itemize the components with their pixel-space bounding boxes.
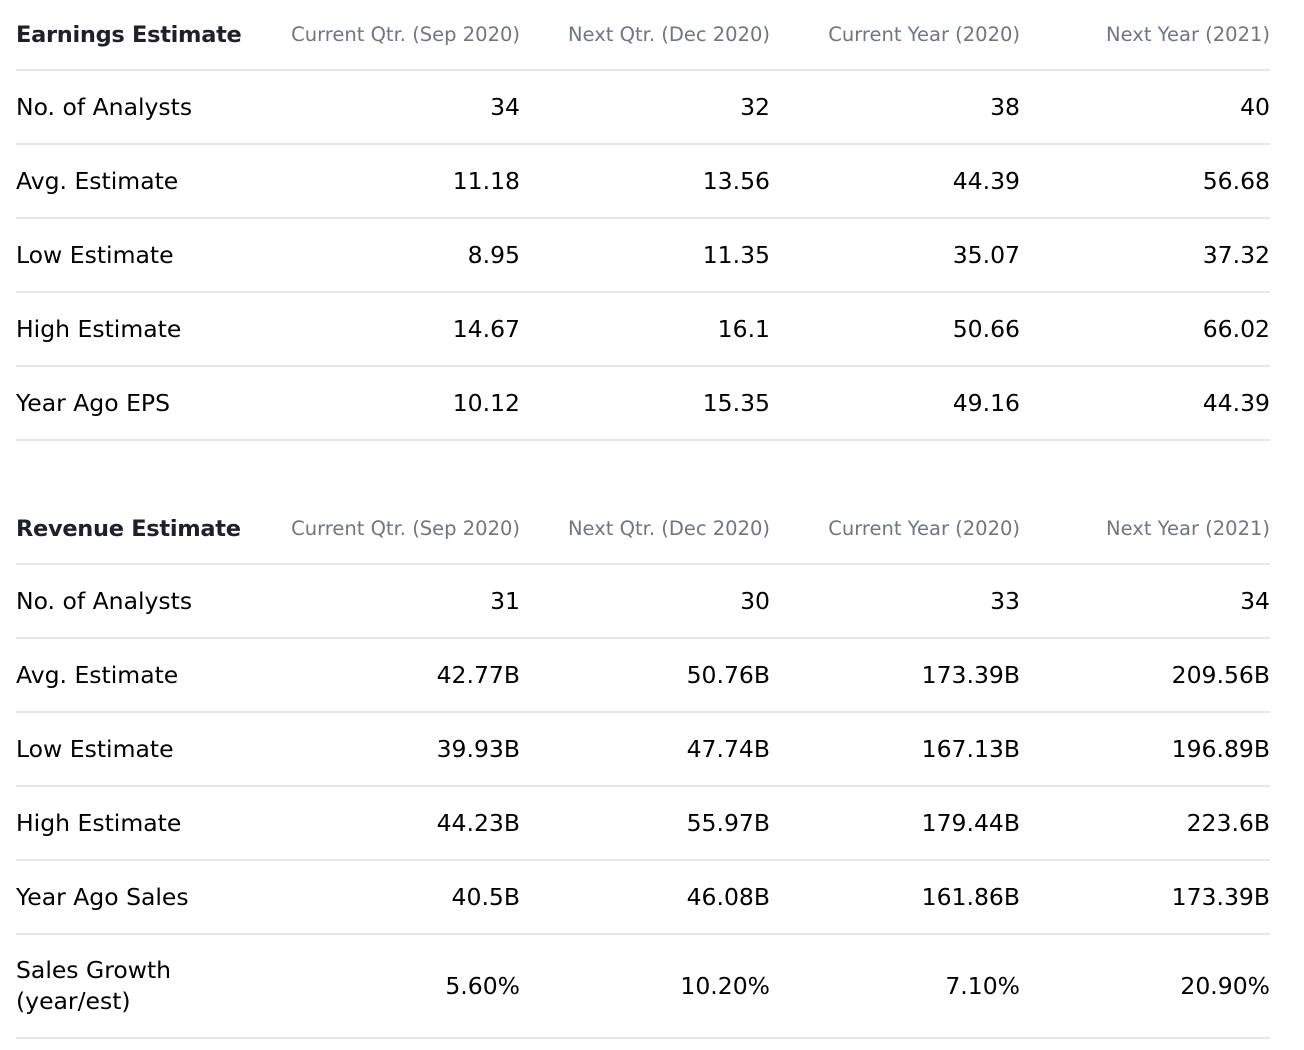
column-header-current-year: Current Year (2020) [770,0,1020,71]
cell-value: 44.39 [770,144,1020,219]
cell-value: 173.39B [770,638,1020,713]
cell-value: 32 [520,70,770,145]
row-label: Year Ago Sales [16,860,270,935]
cell-value: 11.18 [270,144,520,219]
cell-value: 55.97B [520,786,770,861]
table-row: Avg. Estimate 11.18 13.56 44.39 56.68 [16,144,1270,219]
row-label: Low Estimate [16,712,270,787]
column-header-current-year: Current Year (2020) [770,494,1020,565]
cell-value: 179.44B [770,786,1020,861]
earnings-estimate-table: Earnings Estimate Current Qtr. (Sep 2020… [16,0,1270,441]
cell-value: 50.76B [520,638,770,713]
table-row: High Estimate 44.23B 55.97B 179.44B 223.… [16,786,1270,861]
revenue-table-title: Revenue Estimate [16,494,270,565]
cell-value: 10.12 [270,366,520,441]
cell-value: 38 [770,70,1020,145]
table-row: High Estimate 14.67 16.1 50.66 66.02 [16,292,1270,367]
table-row: Low Estimate 39.93B 47.74B 167.13B 196.8… [16,712,1270,787]
column-header-current-qtr: Current Qtr. (Sep 2020) [270,494,520,565]
table-row: No. of Analysts 34 32 38 40 [16,70,1270,145]
cell-value: 223.6B [1020,786,1270,861]
column-header-next-qtr: Next Qtr. (Dec 2020) [520,0,770,71]
table-row: Year Ago EPS 10.12 15.35 49.16 44.39 [16,366,1270,441]
cell-value: 39.93B [270,712,520,787]
revenue-estimate-table: Revenue Estimate Current Qtr. (Sep 2020)… [16,494,1270,1039]
table-row: Low Estimate 8.95 11.35 35.07 37.32 [16,218,1270,293]
earnings-header-row: Earnings Estimate Current Qtr. (Sep 2020… [16,0,1270,71]
row-label: No. of Analysts [16,70,270,145]
row-label: Avg. Estimate [16,638,270,713]
row-label: Avg. Estimate [16,144,270,219]
row-label: High Estimate [16,786,270,861]
cell-value: 167.13B [770,712,1020,787]
table-row: Avg. Estimate 42.77B 50.76B 173.39B 209.… [16,638,1270,713]
cell-value: 30 [520,564,770,639]
cell-value: 37.32 [1020,218,1270,293]
cell-value: 49.16 [770,366,1020,441]
cell-value: 66.02 [1020,292,1270,367]
cell-value: 47.74B [520,712,770,787]
cell-value: 34 [1020,564,1270,639]
row-label: High Estimate [16,292,270,367]
cell-value: 10.20% [520,934,770,1039]
table-row: Sales Growth (year/est) 5.60% 10.20% 7.1… [16,934,1270,1039]
cell-value: 161.86B [770,860,1020,935]
cell-value: 42.77B [270,638,520,713]
cell-value: 7.10% [770,934,1020,1039]
cell-value: 40.5B [270,860,520,935]
earnings-table-title: Earnings Estimate [16,0,270,71]
cell-value: 13.56 [520,144,770,219]
cell-value: 20.90% [1020,934,1270,1039]
cell-value: 196.89B [1020,712,1270,787]
cell-value: 16.1 [520,292,770,367]
cell-value: 50.66 [770,292,1020,367]
cell-value: 35.07 [770,218,1020,293]
cell-value: 14.67 [270,292,520,367]
cell-value: 209.56B [1020,638,1270,713]
cell-value: 8.95 [270,218,520,293]
cell-value: 15.35 [520,366,770,441]
cell-value: 40 [1020,70,1270,145]
cell-value: 44.23B [270,786,520,861]
cell-value: 33 [770,564,1020,639]
cell-value: 56.68 [1020,144,1270,219]
cell-value: 46.08B [520,860,770,935]
column-header-next-year: Next Year (2021) [1020,494,1270,565]
row-label: No. of Analysts [16,564,270,639]
revenue-header-row: Revenue Estimate Current Qtr. (Sep 2020)… [16,494,1270,565]
row-label: Sales Growth (year/est) [16,934,270,1039]
table-row: Year Ago Sales 40.5B 46.08B 161.86B 173.… [16,860,1270,935]
row-label: Low Estimate [16,218,270,293]
column-header-current-qtr: Current Qtr. (Sep 2020) [270,0,520,71]
row-label: Year Ago EPS [16,366,270,441]
column-header-next-year: Next Year (2021) [1020,0,1270,71]
cell-value: 31 [270,564,520,639]
cell-value: 34 [270,70,520,145]
cell-value: 44.39 [1020,366,1270,441]
cell-value: 5.60% [270,934,520,1039]
cell-value: 173.39B [1020,860,1270,935]
column-header-next-qtr: Next Qtr. (Dec 2020) [520,494,770,565]
cell-value: 11.35 [520,218,770,293]
table-row: No. of Analysts 31 30 33 34 [16,564,1270,639]
